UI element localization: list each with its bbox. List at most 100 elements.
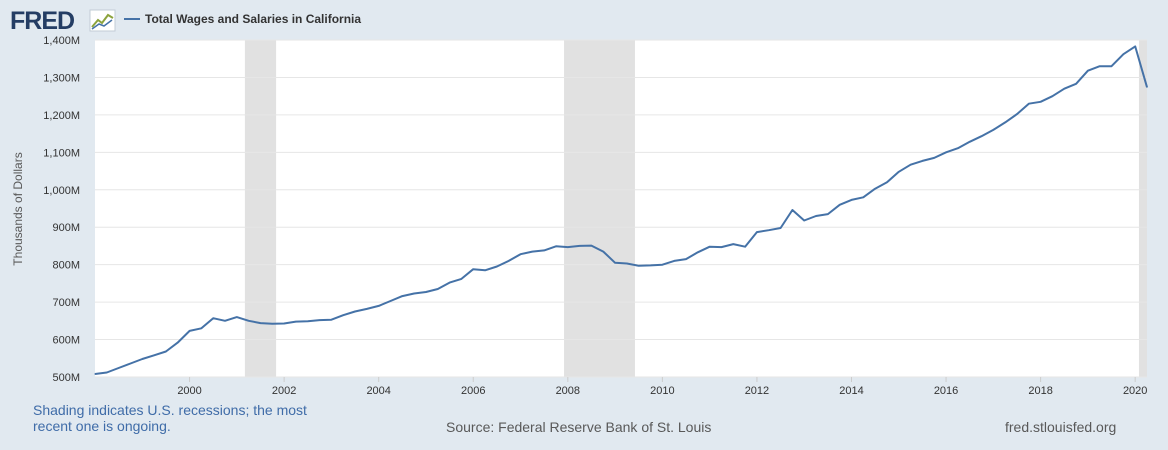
data-point <box>484 269 486 271</box>
data-point <box>413 292 415 295</box>
data-point <box>389 300 392 302</box>
data-point <box>259 322 262 324</box>
data-point <box>874 188 876 190</box>
fred-logo[interactable]: FRED <box>10 7 116 35</box>
data-point <box>295 320 297 323</box>
data-point <box>1016 113 1018 115</box>
y-tick-label: 500M <box>52 372 80 384</box>
recession-band-3 <box>1138 40 1147 377</box>
x-tick-label: 2016 <box>934 385 958 397</box>
data-point <box>779 227 782 229</box>
x-tick-label: 2006 <box>461 385 485 397</box>
data-point <box>141 358 143 360</box>
data-point <box>921 160 924 162</box>
data-point <box>744 246 746 248</box>
data-point <box>957 147 959 149</box>
data-point <box>1146 86 1148 88</box>
x-tick-label: 2004 <box>366 385 390 397</box>
data-point <box>460 278 463 280</box>
data-point <box>815 215 817 217</box>
data-point <box>992 129 994 131</box>
data-point <box>1122 53 1124 55</box>
data-point <box>685 258 687 260</box>
x-tick-label: 2018 <box>1028 385 1052 397</box>
data-point <box>437 288 439 290</box>
data-point <box>200 327 202 329</box>
data-point <box>673 260 675 262</box>
data-point <box>791 209 793 211</box>
data-point <box>720 246 723 248</box>
x-tick-label: 2010 <box>650 385 674 397</box>
data-point <box>626 262 628 265</box>
data-point <box>1075 83 1077 85</box>
data-point <box>1110 65 1113 67</box>
data-point <box>980 135 983 137</box>
data-point <box>519 253 522 255</box>
data-point <box>236 316 238 318</box>
recession-band-1 <box>244 40 277 377</box>
y-axis-title: Thousands of Dollars <box>11 152 25 265</box>
data-point <box>224 320 226 322</box>
y-tick-label: 1,200M <box>43 110 80 122</box>
data-point <box>862 196 864 198</box>
data-point <box>638 265 640 267</box>
data-point <box>1134 45 1136 47</box>
data-point <box>425 291 427 293</box>
data-point <box>330 319 333 321</box>
y-tick-label: 1,300M <box>43 72 80 84</box>
data-point <box>118 367 120 369</box>
data-point <box>318 319 321 321</box>
data-point <box>555 245 557 247</box>
x-tick-label: 2020 <box>1123 385 1147 397</box>
data-point <box>342 314 344 316</box>
data-point <box>366 308 368 310</box>
chart-legend[interactable]: Total Wages and Salaries in California <box>124 12 361 26</box>
data-point <box>271 323 273 325</box>
data-point <box>1028 103 1030 105</box>
y-tick-label: 900M <box>52 222 80 234</box>
x-tick-label: 2012 <box>745 385 769 397</box>
recession-note: Shading indicates U.S. recessions; the m… <box>33 402 307 434</box>
x-axis-ticks: 2000 2002 2004 2006 2008 2010 2012 2014 2016 2018… <box>177 377 1147 397</box>
y-tick-label: 700M <box>52 297 80 309</box>
data-point <box>1051 95 1054 97</box>
data-point <box>378 305 380 307</box>
legend-label: Total Wages and Salaries in California <box>145 12 361 26</box>
data-point <box>449 282 451 284</box>
data-point <box>283 322 285 325</box>
data-point <box>697 251 699 253</box>
data-point <box>709 246 711 248</box>
chart-logo-icon <box>89 9 116 32</box>
data-point <box>354 310 356 313</box>
source-credit: Source: Federal Reserve Bank of St. Loui… <box>446 419 712 435</box>
data-point <box>508 260 510 262</box>
fred-logo-text: FRED <box>10 7 74 35</box>
data-point <box>496 265 498 268</box>
series-line-1[interactable] <box>94 45 1148 375</box>
y-tick-label: 1,100M <box>43 147 80 159</box>
data-point <box>1087 70 1089 72</box>
fred-url[interactable]: fred.stlouisfed.org <box>1005 419 1117 435</box>
recession-band-2 <box>564 40 635 377</box>
data-point <box>401 295 403 297</box>
data-point <box>1063 88 1065 90</box>
data-point <box>945 151 947 153</box>
series-layer <box>94 45 1148 375</box>
x-tick-label: 2002 <box>272 385 296 397</box>
data-point <box>969 141 971 143</box>
data-point <box>212 317 214 319</box>
data-point <box>886 181 888 183</box>
data-point <box>756 231 758 233</box>
data-point <box>839 204 841 206</box>
data-point <box>106 371 108 374</box>
data-point <box>590 244 593 247</box>
data-point <box>933 157 935 159</box>
data-point <box>898 171 900 173</box>
x-tick-label: 2014 <box>839 385 863 397</box>
data-point <box>1040 101 1042 103</box>
data-point <box>177 341 179 344</box>
data-point <box>803 219 805 222</box>
y-tick-label: 1,000M <box>43 185 80 197</box>
data-point <box>188 330 191 332</box>
